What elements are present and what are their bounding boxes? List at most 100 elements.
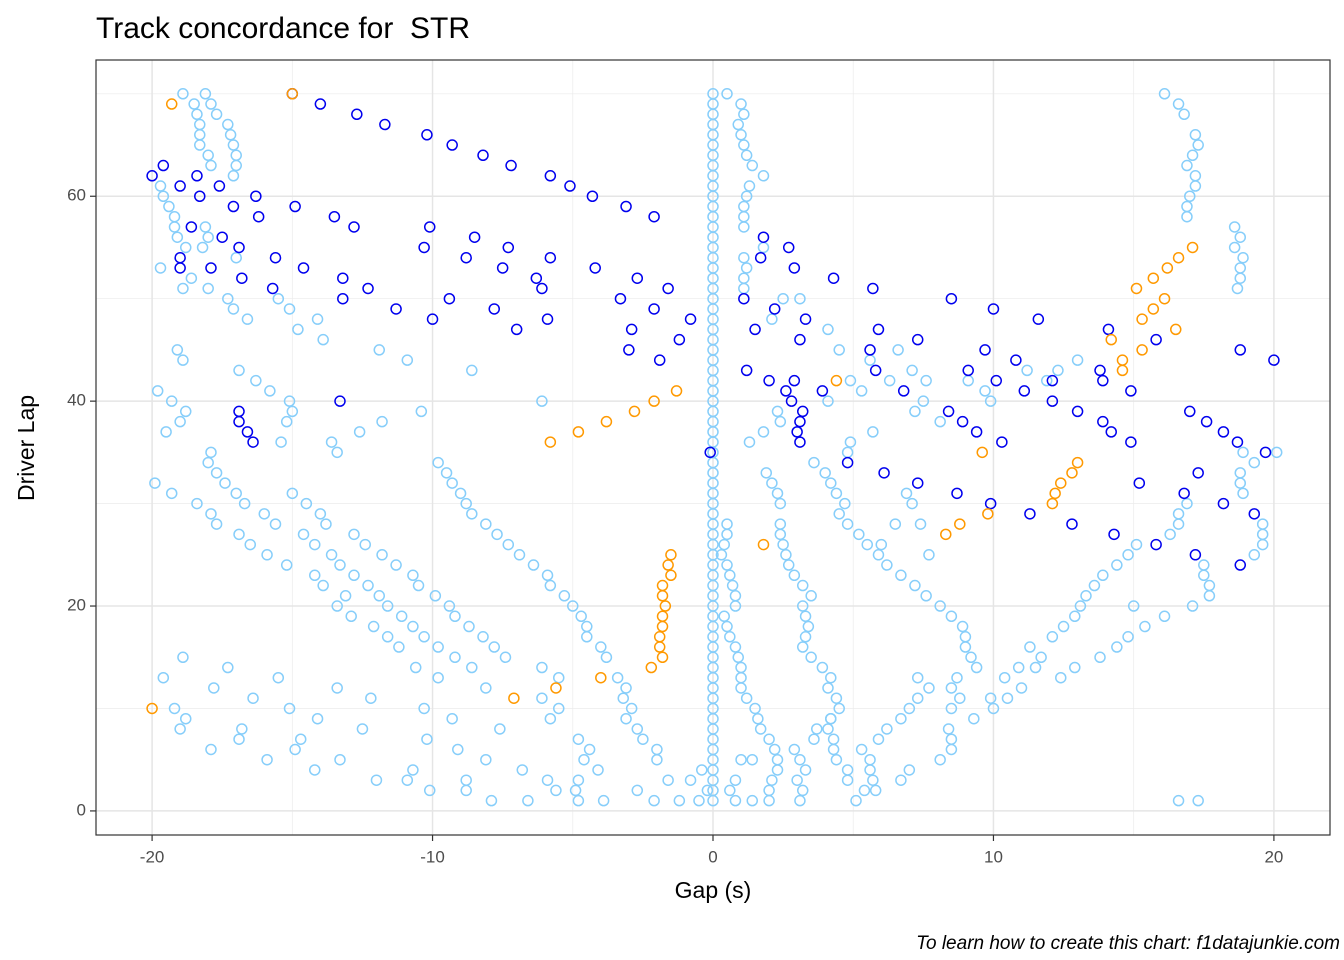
point bbox=[1097, 569, 1109, 582]
point bbox=[160, 426, 172, 438]
point bbox=[174, 262, 186, 274]
point bbox=[968, 712, 980, 725]
point bbox=[233, 415, 245, 428]
point bbox=[1032, 313, 1045, 325]
point bbox=[1203, 590, 1216, 602]
point bbox=[443, 600, 456, 612]
point bbox=[466, 661, 478, 674]
point bbox=[651, 743, 663, 756]
point bbox=[897, 385, 910, 397]
point bbox=[833, 508, 845, 520]
point bbox=[746, 159, 759, 172]
point bbox=[735, 661, 747, 674]
point bbox=[656, 579, 669, 592]
point bbox=[191, 497, 203, 510]
point bbox=[648, 794, 660, 807]
point bbox=[432, 456, 444, 469]
point bbox=[822, 395, 834, 407]
point bbox=[370, 774, 383, 786]
point bbox=[289, 200, 301, 213]
x-tick-label: 20 bbox=[1264, 847, 1283, 866]
point bbox=[617, 692, 630, 704]
point bbox=[782, 559, 795, 571]
point bbox=[1029, 661, 1042, 674]
point bbox=[774, 415, 787, 428]
point bbox=[867, 774, 879, 786]
point bbox=[222, 118, 234, 131]
point bbox=[168, 221, 181, 233]
point bbox=[544, 579, 557, 592]
point bbox=[205, 743, 217, 756]
point bbox=[185, 221, 198, 233]
point bbox=[796, 784, 809, 797]
point bbox=[1069, 661, 1081, 674]
point bbox=[743, 436, 756, 448]
point bbox=[205, 98, 217, 110]
point bbox=[440, 467, 453, 479]
point bbox=[238, 497, 251, 510]
point bbox=[407, 764, 419, 776]
point bbox=[146, 170, 158, 182]
point bbox=[367, 620, 380, 633]
point bbox=[516, 764, 529, 776]
point bbox=[331, 446, 343, 459]
point bbox=[407, 620, 419, 633]
point bbox=[738, 251, 750, 264]
point bbox=[1259, 446, 1272, 459]
point bbox=[334, 559, 346, 571]
point bbox=[1094, 651, 1106, 664]
point bbox=[177, 354, 189, 366]
point bbox=[541, 569, 554, 582]
point bbox=[508, 692, 520, 704]
point bbox=[1125, 385, 1137, 397]
point bbox=[631, 272, 644, 284]
point bbox=[179, 405, 192, 418]
point bbox=[241, 313, 254, 325]
point bbox=[258, 508, 271, 520]
point bbox=[558, 590, 571, 602]
point bbox=[250, 374, 262, 387]
point bbox=[401, 774, 414, 786]
point bbox=[956, 415, 969, 428]
point bbox=[822, 723, 834, 735]
point bbox=[1192, 467, 1204, 479]
point bbox=[1228, 241, 1241, 254]
point bbox=[1136, 313, 1148, 325]
x-tick-label: -20 bbox=[140, 847, 165, 866]
point bbox=[600, 651, 613, 664]
point bbox=[510, 323, 523, 336]
point bbox=[463, 620, 475, 633]
point bbox=[208, 682, 220, 694]
point bbox=[449, 610, 461, 623]
point bbox=[766, 313, 778, 325]
point bbox=[1158, 610, 1171, 623]
point bbox=[269, 518, 282, 530]
point bbox=[230, 487, 242, 500]
point bbox=[757, 538, 770, 551]
point bbox=[536, 395, 548, 407]
point bbox=[945, 702, 958, 715]
point bbox=[1055, 477, 1067, 489]
point bbox=[752, 712, 764, 725]
point bbox=[799, 764, 812, 776]
point bbox=[412, 579, 425, 592]
point bbox=[1231, 282, 1244, 295]
point bbox=[738, 282, 750, 295]
point bbox=[1040, 374, 1053, 387]
point bbox=[1248, 508, 1261, 520]
point bbox=[154, 262, 167, 274]
point bbox=[746, 753, 759, 766]
point bbox=[1071, 405, 1084, 418]
point bbox=[233, 528, 245, 541]
point bbox=[283, 702, 296, 715]
point bbox=[718, 538, 730, 551]
point bbox=[855, 743, 868, 756]
point bbox=[191, 170, 203, 182]
point bbox=[1001, 692, 1014, 704]
point bbox=[788, 569, 801, 582]
point bbox=[984, 395, 997, 407]
point bbox=[724, 784, 736, 797]
point bbox=[1158, 292, 1171, 305]
point bbox=[309, 569, 321, 582]
point bbox=[780, 385, 792, 397]
